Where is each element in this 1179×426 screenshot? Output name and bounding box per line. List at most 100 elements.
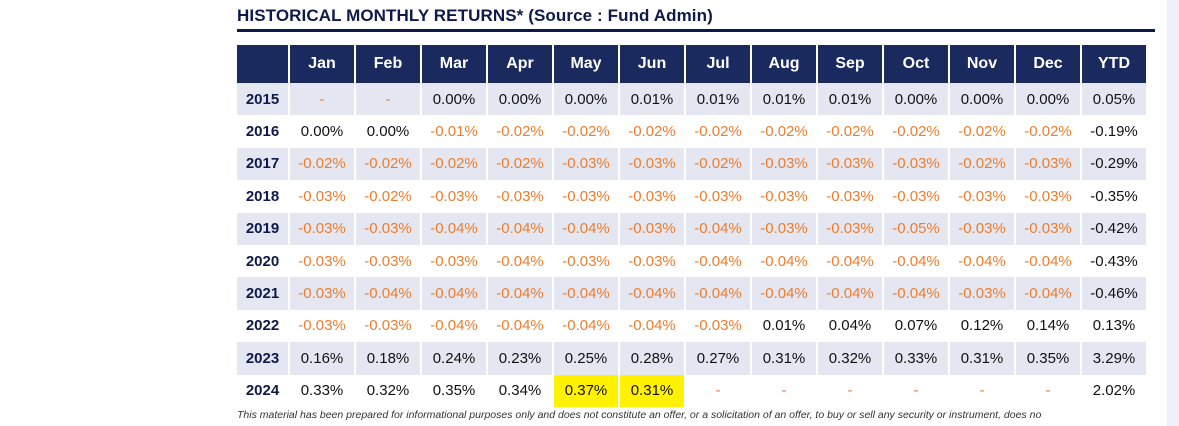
- cell-nov: -0.02%: [958, 123, 1006, 141]
- cell-sep: -0.02%: [826, 123, 874, 141]
- row-year: 2020: [245, 252, 280, 270]
- header-aug: Aug: [752, 45, 816, 83]
- cell-feb: 0.18%: [356, 342, 420, 375]
- cell-may: -0.04%: [554, 212, 618, 245]
- cell-aug: 0.01%: [762, 317, 806, 335]
- cell-jun: -0.03%: [620, 147, 684, 181]
- cell-jul: 0.01%: [686, 83, 750, 116]
- cell-ytd: -0.43%: [1090, 252, 1138, 270]
- cell-oct: -0.04%: [884, 277, 948, 310]
- cell-nov: 0.12%: [960, 317, 1004, 335]
- cell-oct: 0.07%: [894, 317, 938, 335]
- monthly-returns-table: Jan Feb Mar Apr May Jun Jul Aug Sep Oct …: [235, 45, 1148, 407]
- cell-jul: -0.04%: [694, 252, 742, 270]
- cell-jul: -0.03%: [694, 317, 742, 335]
- table-row: 2015- -0.00% 0.00% 0.00% 0.01% 0.01% 0.01% 0.01…: [237, 83, 1146, 116]
- cell-may: -0.02%: [562, 123, 610, 141]
- cell-dec: -0.03%: [1016, 212, 1080, 245]
- cell-jun: -0.03%: [628, 187, 676, 205]
- cell-feb: 0.00%: [366, 123, 410, 141]
- cell-feb: -0.03%: [356, 212, 420, 245]
- cell-jan: -0.03%: [298, 317, 346, 335]
- table-row: 2016 0.00% 0.00% -0.01% -0.02% -0.02% -0.02% -0…: [237, 115, 1146, 147]
- cell-mar: -0.04%: [422, 277, 486, 310]
- header-ytd: YTD: [1082, 45, 1146, 83]
- cell-ytd: -0.35%: [1090, 187, 1138, 205]
- cell-aug: 0.31%: [752, 342, 816, 375]
- cell-dec: -0.03%: [1024, 187, 1072, 205]
- cell-may: 0.37%: [554, 374, 618, 407]
- cell-jan: -0.03%: [290, 212, 354, 245]
- row-year: 2022: [245, 317, 280, 335]
- header-oct: Oct: [884, 45, 948, 83]
- cell-sep: -0.03%: [818, 147, 882, 181]
- cell-may: -0.03%: [554, 147, 618, 181]
- cell-mar: 0.35%: [432, 382, 476, 400]
- cell-ytd: -0.42%: [1082, 212, 1146, 245]
- table-row: 2017 -0.02% -0.02% -0.02% -0.02% -0.03% -0.03%…: [237, 147, 1146, 181]
- cell-mar: -0.04%: [430, 317, 478, 335]
- cell-oct: 0.00%: [884, 83, 948, 116]
- cell-apr: -0.02%: [496, 123, 544, 141]
- cell-nov: 0.00%: [950, 83, 1014, 116]
- cell-dec: -0.02%: [1024, 123, 1072, 141]
- cell-feb: -0.03%: [364, 317, 412, 335]
- cell-may: -0.03%: [562, 252, 610, 270]
- cell-feb: -0.03%: [364, 252, 412, 270]
- cell-mar: -0.04%: [422, 212, 486, 245]
- cell-jun: -0.03%: [628, 252, 676, 270]
- cell-dec: -: [1045, 382, 1051, 400]
- header-sep: Sep: [818, 45, 882, 83]
- cell-dec: 0.00%: [1016, 83, 1080, 116]
- table-row: 2021 -0.03% -0.04% -0.04% -0.04% -0.04% -0.04%…: [237, 277, 1146, 310]
- page-title: HISTORICAL MONTHLY RETURNS* (Source : Fu…: [237, 6, 713, 25]
- cell-jul: 0.27%: [686, 342, 750, 375]
- cell-dec: -0.03%: [1016, 147, 1080, 181]
- cell-mar: -0.02%: [422, 147, 486, 181]
- cell-mar: -0.01%: [430, 123, 478, 141]
- cell-nov: 0.31%: [950, 342, 1014, 375]
- cell-oct: 0.33%: [884, 342, 948, 375]
- row-year: 2019: [237, 212, 288, 245]
- cell-apr: -0.04%: [488, 212, 552, 245]
- cell-sep: 0.32%: [818, 342, 882, 375]
- header-dec: Dec: [1016, 45, 1080, 83]
- cell-jan: -: [290, 83, 354, 116]
- header-row: Jan Feb Mar Apr May Jun Jul Aug Sep Oct …: [237, 45, 1146, 83]
- cell-apr: -0.04%: [496, 317, 544, 335]
- cell-feb: -0.02%: [356, 147, 420, 181]
- cell-jul: -0.04%: [686, 212, 750, 245]
- cell-aug: -0.03%: [752, 212, 816, 245]
- table-row: 2022 -0.03% -0.03% -0.04% -0.04% -0.04% -0.04%…: [237, 310, 1146, 342]
- cell-dec: -0.04%: [1024, 252, 1072, 270]
- row-year: 2023: [237, 342, 288, 375]
- cell-feb: 0.32%: [366, 382, 410, 400]
- cell-jul: -0.03%: [694, 187, 742, 205]
- cell-aug: -0.03%: [760, 187, 808, 205]
- cell-ytd: -0.29%: [1082, 147, 1146, 181]
- cell-jul: -0.04%: [686, 277, 750, 310]
- cell-may: -0.04%: [562, 317, 610, 335]
- cell-aug: 0.01%: [752, 83, 816, 116]
- cell-sep: -0.03%: [826, 187, 874, 205]
- cell-apr: 0.23%: [488, 342, 552, 375]
- cell-apr: -0.02%: [488, 147, 552, 181]
- table-row: 2019 -0.03% -0.03% -0.04% -0.04% -0.04% -0.03%…: [237, 212, 1146, 245]
- header-jan: Jan: [290, 45, 354, 83]
- cell-apr: -0.04%: [488, 277, 552, 310]
- cell-mar: 0.24%: [422, 342, 486, 375]
- cell-sep: -0.04%: [826, 252, 874, 270]
- cell-nov: -0.03%: [950, 212, 1014, 245]
- row-year: 2016: [245, 123, 280, 141]
- cell-jun: 0.01%: [620, 83, 684, 116]
- cell-jan: -0.03%: [298, 187, 346, 205]
- cell-mar: 0.00%: [422, 83, 486, 116]
- cell-may: 0.00%: [554, 83, 618, 116]
- title-underline: [237, 29, 1155, 32]
- cell-feb: -: [356, 83, 420, 116]
- cell-aug: -0.02%: [760, 123, 808, 141]
- cell-dec: 0.14%: [1026, 317, 1070, 335]
- cell-jan: 0.33%: [300, 382, 344, 400]
- header-mar: Mar: [422, 45, 486, 83]
- header-feb: Feb: [356, 45, 420, 83]
